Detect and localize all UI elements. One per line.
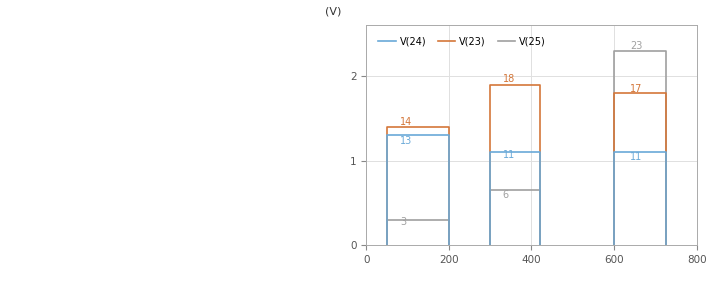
Text: (ns): (ns) <box>710 259 711 268</box>
Text: 17: 17 <box>630 84 642 94</box>
Text: 23: 23 <box>630 41 642 51</box>
Text: 18: 18 <box>503 74 515 84</box>
Text: (V): (V) <box>325 6 341 17</box>
Text: 11: 11 <box>630 151 642 162</box>
Text: 3: 3 <box>400 217 406 228</box>
Text: 6: 6 <box>503 190 508 201</box>
Text: 14: 14 <box>400 117 412 127</box>
Text: 11: 11 <box>503 150 515 160</box>
Text: 13: 13 <box>400 136 412 146</box>
Legend: V(24), V(23), V(25): V(24), V(23), V(25) <box>374 32 550 50</box>
